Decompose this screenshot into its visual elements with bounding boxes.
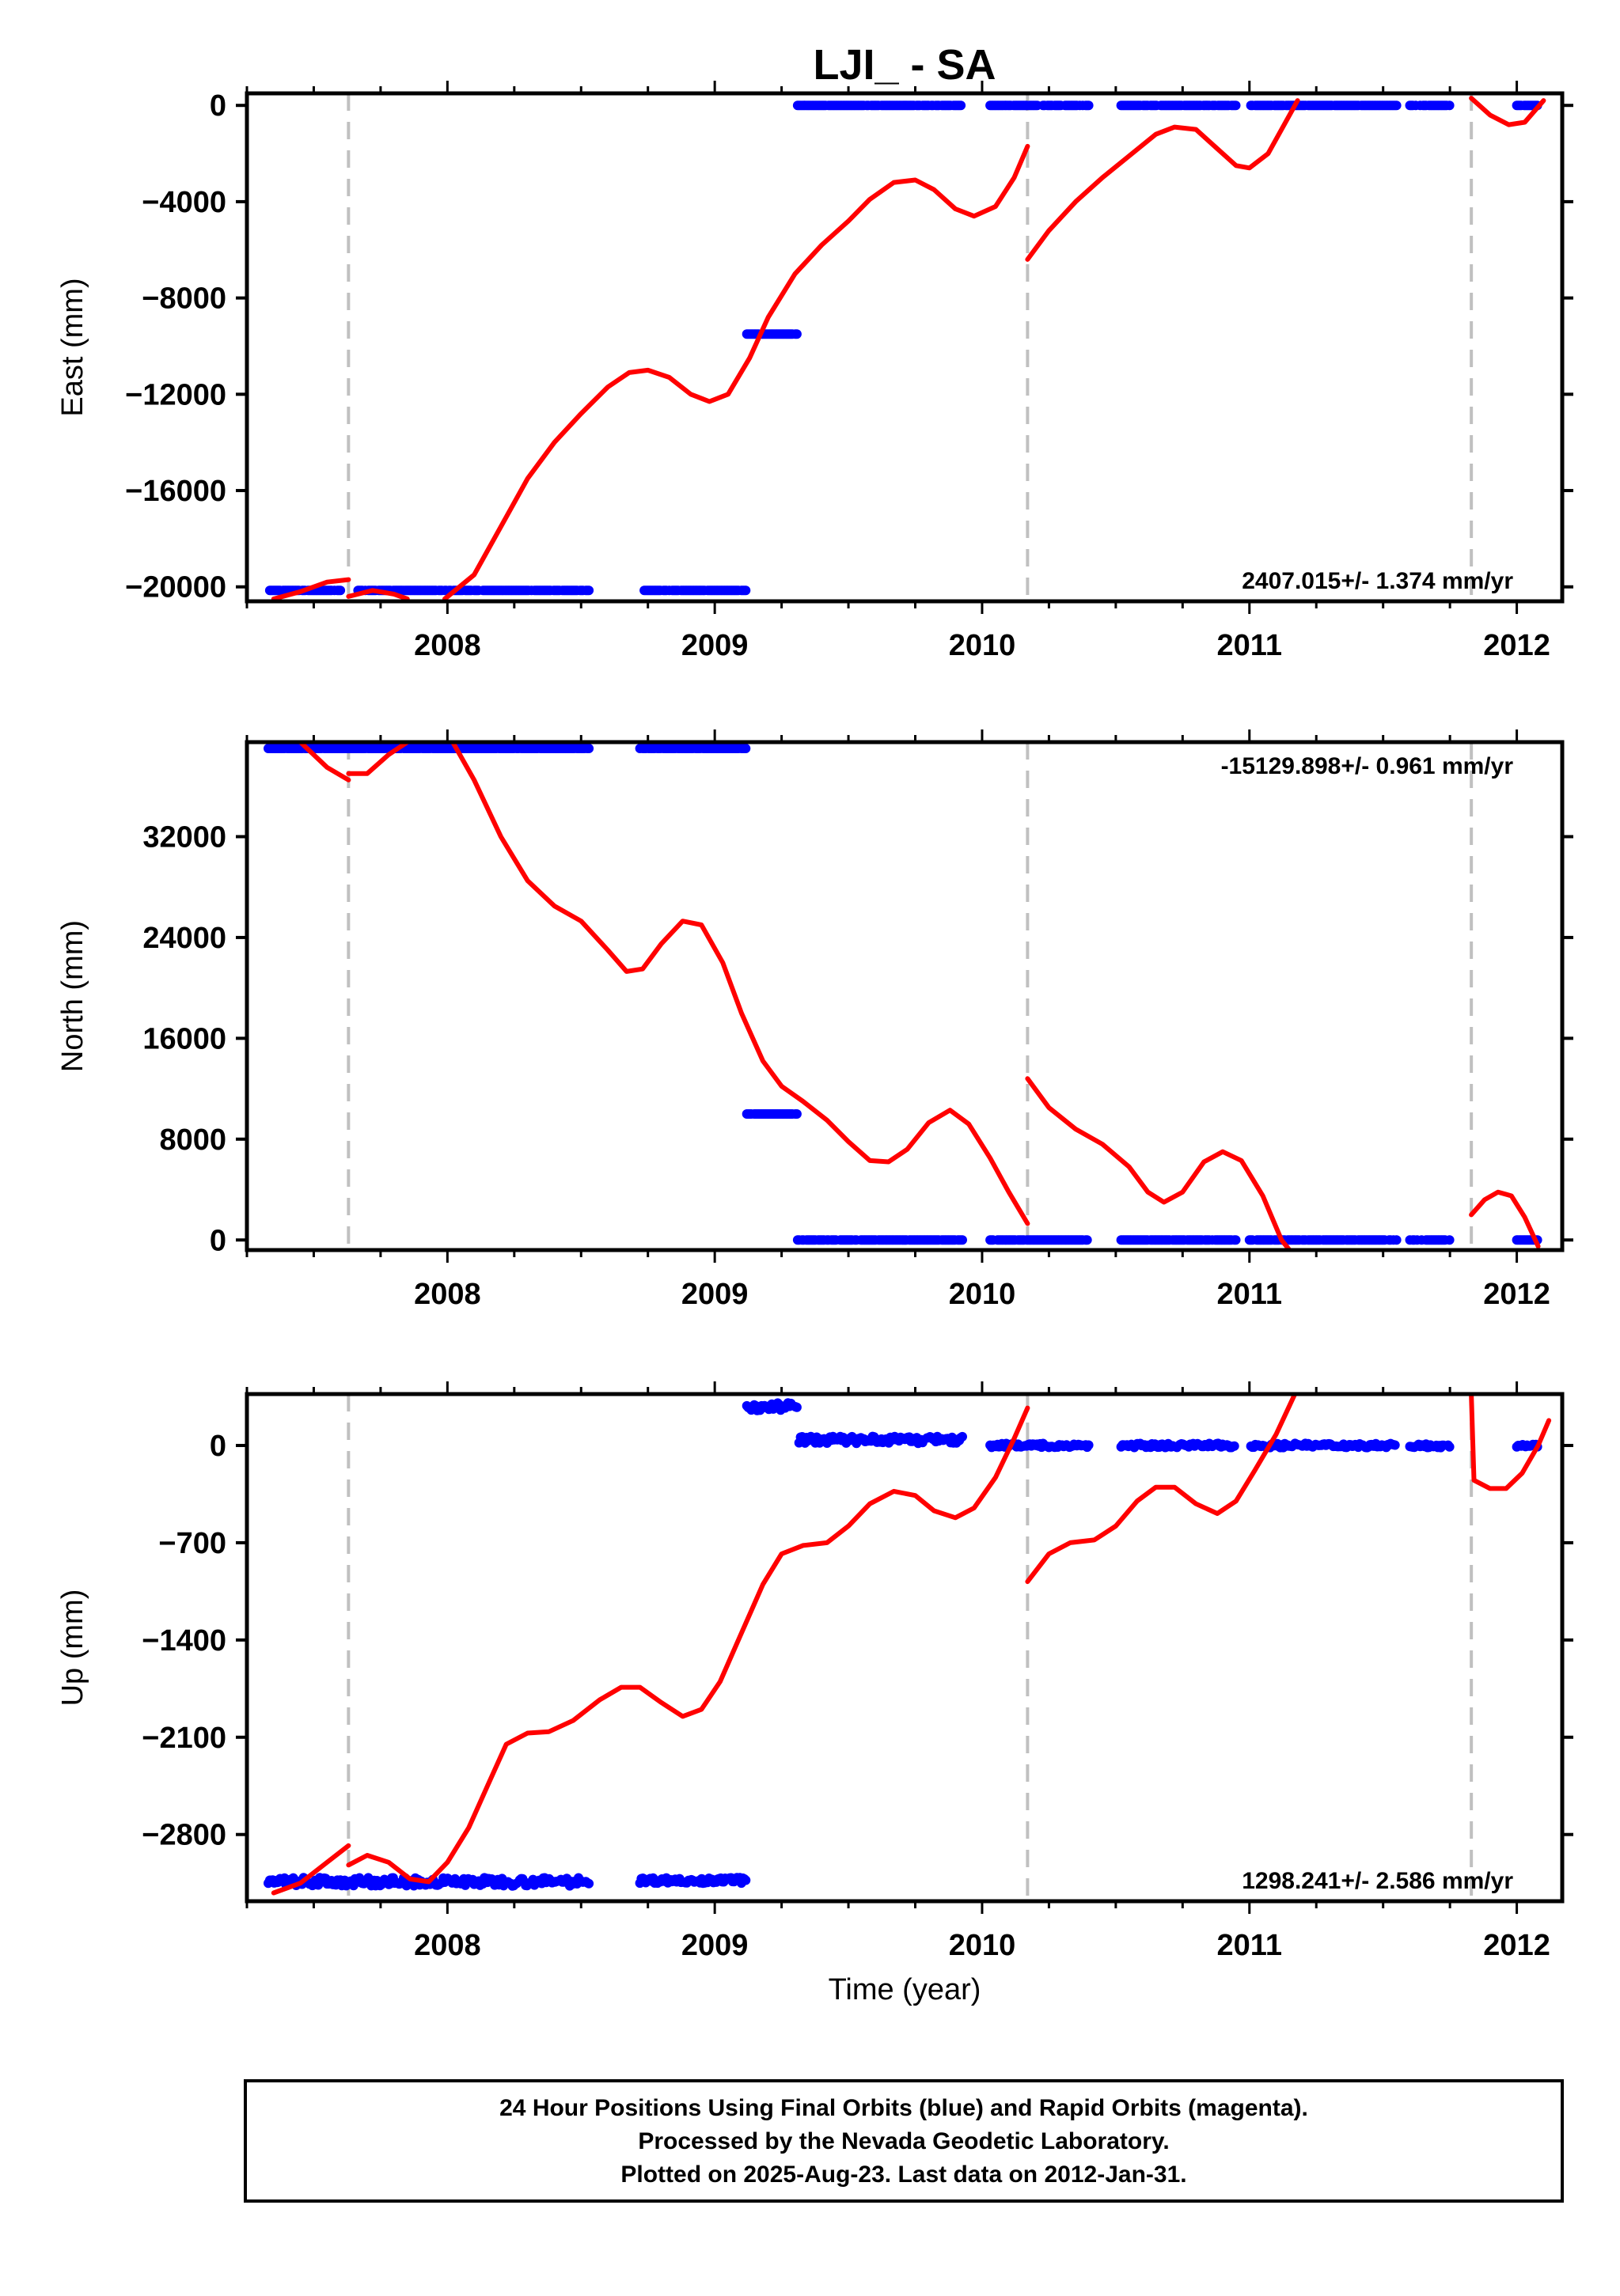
data-point [336,585,346,596]
north-points [264,744,1542,1245]
y-tick-label: 8000 [159,1123,226,1157]
data-point [584,585,594,596]
data-point [958,1431,967,1442]
data-point [791,1109,802,1119]
x-tick-label: 2008 [414,1929,481,1962]
data-point [1083,100,1094,111]
data-point [584,744,594,753]
x-tick-label: 2008 [414,629,481,662]
model-curve [1469,1394,1552,1491]
up-model [271,1394,1552,1896]
y-tick-label: −12000 [125,378,226,411]
footer-line-1: 24 Hour Positions Using Final Orbits (bl… [499,2095,1308,2121]
y-tick-label: −16000 [125,475,226,508]
model-curve [450,742,1030,1226]
y-tick-label: 16000 [142,1022,226,1055]
x-tick-label: 2009 [681,1278,749,1311]
data-point [956,100,966,111]
y-tick-label: 0 [210,1224,226,1257]
data-point [1391,1235,1402,1245]
y-tick-label: 0 [210,1430,226,1463]
data-point [1229,1441,1239,1451]
data-point [1390,1440,1400,1450]
north-axis-label: North (mm) [56,920,89,1072]
y-tick-label: −2100 [142,1722,226,1755]
x-tick-label: 2009 [681,1929,749,1962]
model-curve [1025,1076,1292,1250]
footer-line-3: Plotted on 2025-Aug-23. Last data on 201… [620,2161,1186,2188]
data-point [791,329,802,339]
east-frame [245,91,1565,604]
x-tick-label: 2010 [949,1929,1016,1962]
y-tick-label: −700 [158,1527,226,1560]
footer-box: 24 Hour Positions Using Final Orbits (bl… [244,2079,1564,2203]
north-frame [245,740,1565,1252]
y-tick-label: −8000 [142,282,226,316]
x-tick-label: 2011 [1217,1278,1282,1311]
model-curve [346,588,410,601]
x-tick-label: 2012 [1483,1929,1550,1962]
model-curve [1025,1394,1298,1585]
model-curve [298,742,351,782]
east-model [271,96,1546,601]
y-tick-label: −1400 [142,1624,226,1658]
data-point [584,1878,594,1889]
x-tick-label: 2011 [1217,1929,1282,1962]
data-point [1083,1440,1094,1450]
up-frame [245,1392,1565,1904]
y-tick-label: 0 [210,89,226,123]
model-curve [1469,96,1546,127]
north-panel: 0 8000 16000 24000 32000 2008 2009 2010 2011 2012… [56,729,1573,1311]
x-axis-label: Time (year) [829,1973,981,2006]
y-tick-label: −2800 [142,1819,226,1852]
data-point [791,1402,802,1412]
x-tick-label: 2010 [949,629,1016,662]
model-curve [1025,98,1300,262]
data-point [741,1875,751,1885]
data-point [1444,100,1455,111]
model-curve [271,1843,351,1896]
up-points [264,1398,1542,1891]
up-axis-label: Up (mm) [56,1589,89,1707]
model-curve [271,577,351,601]
data-point [1444,1442,1455,1452]
model-curve [346,1405,1030,1885]
y-tick-label: 24000 [142,922,226,955]
data-point [741,744,751,753]
chart-title: LJI_ - SA [813,41,996,89]
data-point [1231,1235,1241,1245]
x-tick-label: 2009 [681,629,749,662]
model-curve [346,742,410,776]
east-axis-label: East (mm) [56,278,89,416]
north-rate-label: -15129.898+/- 0.961 mm/yr [1221,753,1514,779]
east-panel: 0 −4000 −8000 −12000 −16000 −20000 2008 2009 201… [56,81,1573,662]
data-point [1391,100,1402,111]
x-tick-label: 2012 [1483,1278,1550,1311]
x-tick-label: 2008 [414,1278,481,1311]
east-points [264,100,1542,596]
up-rate-label: 1298.241+/- 2.586 mm/yr [1242,1868,1513,1894]
panels: 0 −4000 −8000 −12000 −16000 −20000 2008 2009 201… [56,81,1573,2006]
x-tick-label: 2011 [1217,629,1282,662]
model-curve [442,143,1030,601]
data-point [958,1235,967,1245]
y-tick-label: −4000 [142,186,226,219]
data-point [1082,1235,1092,1245]
model-curve [1469,1189,1541,1249]
north-model [298,742,1541,1250]
east-rate-label: 2407.015+/- 1.374 mm/yr [1242,568,1513,594]
x-tick-label: 2012 [1483,629,1550,662]
data-point [1444,1235,1455,1245]
up-panel: 0 −700 −1400 −2100 −2800 2008 2009 2010 2011 2012… [56,1381,1573,2006]
y-tick-label: −20000 [125,571,226,604]
data-point [1231,100,1241,111]
y-tick-label: 32000 [142,820,226,854]
footer-line-2: Processed by the Nevada Geodetic Laborat… [638,2128,1169,2154]
data-point [741,585,751,596]
footer-frame [244,2079,1564,2203]
x-tick-label: 2010 [949,1278,1016,1311]
